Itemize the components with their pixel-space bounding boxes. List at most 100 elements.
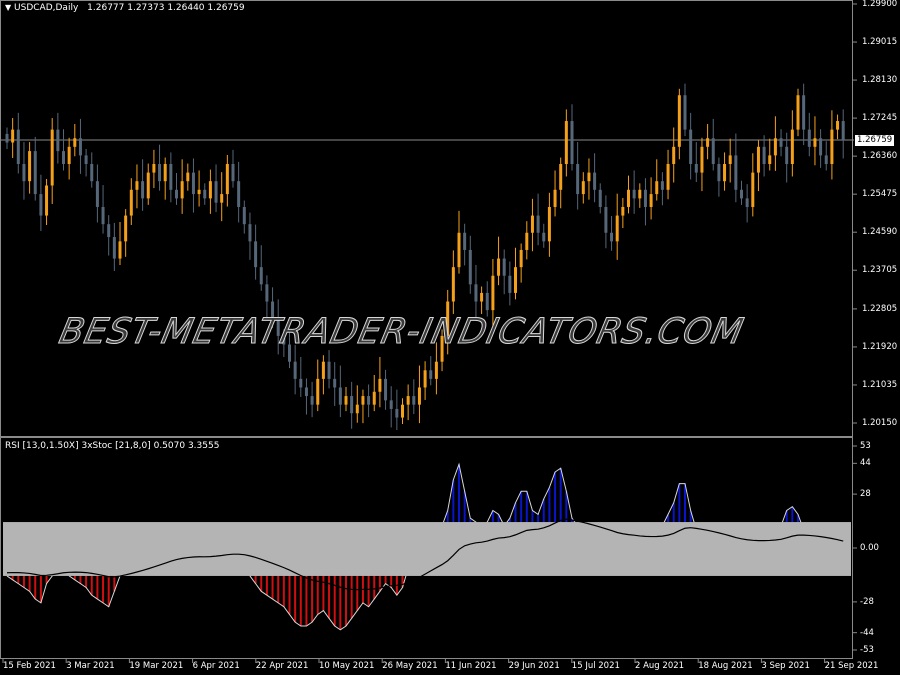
candle-body (672, 146, 676, 165)
candle (508, 261, 512, 306)
candle-body (643, 189, 647, 207)
candle-body (316, 378, 320, 405)
candle (740, 180, 743, 205)
candle-body (372, 391, 376, 405)
indicator-pane[interactable]: RSI [13,0,1.50X] 3xStoc [21,8,0] 0.5070 … (0, 437, 853, 659)
candle-body (282, 335, 286, 345)
candle (700, 137, 704, 192)
price-tick-label: 1.21035 (862, 379, 898, 390)
candle-body (581, 181, 585, 195)
candle-body (819, 138, 823, 156)
candle-body (28, 151, 32, 182)
candle (338, 365, 342, 418)
candle-body (56, 129, 60, 152)
candle (836, 114, 840, 140)
candle-body (841, 121, 845, 140)
candle-body (406, 396, 410, 405)
candle (327, 350, 331, 389)
candle (163, 157, 167, 200)
current-price-tag: 1.26759 (855, 135, 895, 146)
candle (502, 249, 506, 295)
candle (429, 356, 433, 386)
date-label: 3 Sep 2021 (761, 661, 810, 671)
candle-body (434, 361, 438, 379)
candle-body (225, 164, 229, 195)
candle-body (796, 95, 800, 130)
candle (723, 152, 727, 191)
price-tick-label: 1.28130 (862, 75, 898, 86)
candle (389, 386, 393, 428)
candle-body (542, 232, 546, 242)
candle-body (344, 396, 348, 405)
candle-body (813, 138, 817, 147)
candle (214, 164, 218, 213)
candle (197, 170, 201, 207)
candle (299, 356, 303, 397)
candle (632, 170, 636, 214)
candle (158, 144, 162, 191)
candle (841, 109, 845, 159)
candle-body (288, 344, 291, 362)
candle-body (22, 164, 26, 182)
candle-body (107, 224, 111, 238)
candle (271, 287, 275, 329)
candle (254, 224, 258, 280)
candle (790, 110, 794, 177)
candle (135, 164, 139, 209)
candle-body (655, 181, 659, 195)
candle-body (248, 224, 252, 242)
candle-body (694, 164, 698, 173)
candlestick-chart (1, 83, 854, 431)
candle-body (446, 301, 450, 336)
candle (514, 247, 517, 300)
indicator-label: RSI [13,0,1.50X] 3xStoc [21,8,0] 0.5070 … (5, 441, 220, 451)
candle-body (78, 138, 82, 156)
candle (372, 375, 376, 412)
dropdown-triangle-icon[interactable]: ▼ (5, 3, 12, 12)
date-label: 26 May 2021 (382, 661, 438, 671)
candle-body (711, 138, 715, 165)
candle (152, 149, 156, 189)
candle-body (11, 129, 15, 143)
candle-body (299, 378, 303, 388)
date-label: 15 Feb 2021 (3, 661, 56, 671)
candle-body (745, 198, 749, 207)
candle-body (564, 121, 568, 165)
price-tick-label: 1.20150 (862, 418, 898, 428)
candle (824, 141, 828, 171)
candle-body (338, 387, 342, 405)
candle-body (124, 215, 128, 242)
candle (367, 384, 371, 418)
candle (807, 112, 811, 157)
candle-body (169, 164, 173, 190)
candle-body (514, 267, 517, 293)
candle-body (468, 249, 472, 285)
price-chart-pane[interactable]: ▼ USDCAD,Daily 1.26777 1.27373 1.26440 1… (0, 0, 854, 437)
watermark: BEST-METATRADER-INDICATORS.COM (55, 312, 748, 353)
candle (593, 153, 597, 203)
candle-body (5, 133, 9, 143)
candle (751, 153, 755, 217)
candle-body (570, 121, 574, 165)
candle (112, 222, 116, 272)
candle (129, 178, 133, 226)
candle (50, 118, 54, 204)
candle (615, 193, 619, 260)
candle (56, 112, 60, 164)
price-tick-label: 1.26360 (862, 151, 898, 162)
candle-body (95, 181, 99, 207)
candle (734, 133, 738, 203)
candle (350, 381, 354, 429)
candle-body (33, 151, 37, 195)
symbol-header: ▼ USDCAD,Daily 1.26777 1.27373 1.26440 1… (5, 3, 245, 13)
candle (672, 127, 676, 183)
candle-body (547, 206, 551, 242)
candle (78, 118, 82, 174)
candle (276, 299, 280, 355)
candle-body (175, 189, 178, 199)
price-tick-label: 1.29015 (862, 37, 898, 48)
candle-body (497, 258, 501, 276)
candle-body (254, 241, 258, 268)
candle (610, 216, 614, 251)
candle (683, 83, 687, 137)
